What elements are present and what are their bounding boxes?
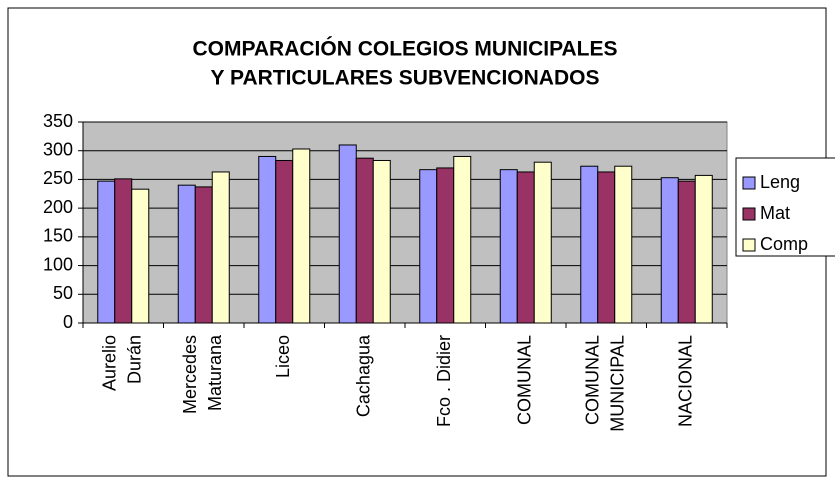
- y-tick-label: 200: [43, 197, 73, 217]
- x-tick-label: NACIONAL: [676, 335, 696, 427]
- legend-swatch: [742, 207, 756, 221]
- bar: [114, 178, 133, 324]
- bar: [292, 148, 311, 324]
- bar: [597, 171, 616, 324]
- x-tick-label: Mercedes: [180, 335, 200, 414]
- bar: [660, 177, 679, 324]
- bar: [436, 167, 455, 324]
- bar: [338, 144, 357, 324]
- y-tick-label: 0: [63, 312, 73, 332]
- bar: [694, 174, 713, 324]
- y-tick-label: 300: [43, 139, 73, 159]
- x-tick-label: MUNICIPAL: [608, 335, 628, 432]
- y-tick-label: 350: [43, 111, 73, 131]
- bar: [177, 184, 196, 324]
- x-tick-label: Aurelio: [100, 335, 120, 391]
- bar: [499, 169, 518, 324]
- y-tick-label: 150: [43, 226, 73, 246]
- bar: [97, 180, 116, 324]
- bar: [533, 161, 552, 324]
- x-tick-label: COMUNAL: [515, 335, 535, 425]
- y-tick-label: 100: [43, 254, 73, 274]
- x-tick-label: Liceo: [273, 335, 293, 378]
- x-tick-label: Maturana: [205, 334, 225, 411]
- bar: [453, 155, 472, 324]
- legend-label: Comp: [760, 234, 808, 254]
- bar: [614, 165, 633, 324]
- legend-swatch: [742, 176, 756, 190]
- x-tick-label: Cachagua: [354, 334, 374, 417]
- bar: [372, 159, 391, 324]
- bar: [211, 171, 230, 324]
- bar: [677, 180, 696, 324]
- x-tick-label: Durán: [125, 335, 145, 384]
- legend-label: Mat: [760, 203, 790, 223]
- chart-title: Y PARTICULARES SUBVENCIONADOS: [211, 67, 600, 90]
- bar: [194, 186, 213, 324]
- bar: [355, 157, 374, 324]
- y-tick-label: 250: [43, 168, 73, 188]
- bar: [131, 188, 150, 324]
- bar: [516, 171, 535, 324]
- y-tick-label: 50: [53, 283, 73, 303]
- legend-label: Leng: [760, 172, 800, 192]
- bar: [275, 159, 294, 324]
- bar: [580, 165, 599, 324]
- x-tick-label: COMUNAL: [583, 335, 603, 425]
- bar: [419, 169, 438, 324]
- legend-swatch: [742, 238, 756, 252]
- chart-title: COMPARACIÓN COLEGIOS MUNICIPALES: [192, 37, 617, 61]
- x-tick-label: Fco . Didier: [434, 335, 454, 427]
- bar: [258, 155, 277, 324]
